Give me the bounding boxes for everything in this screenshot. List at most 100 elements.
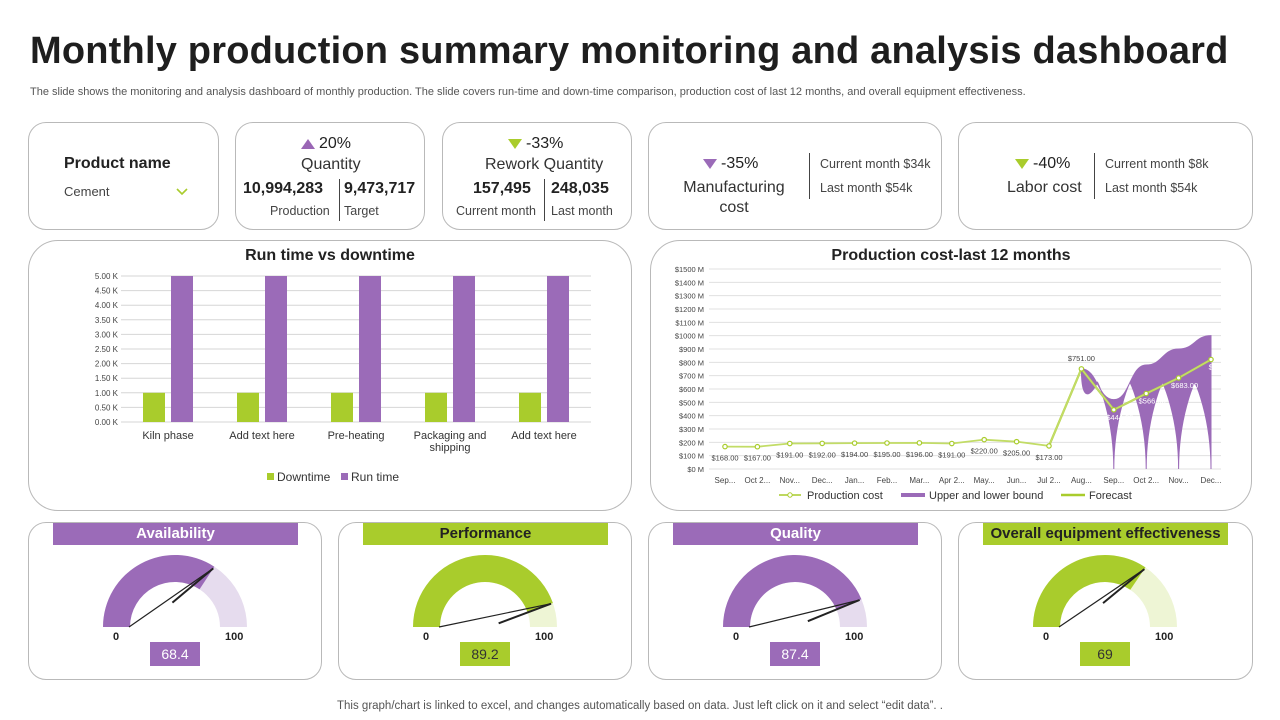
gauge-needle bbox=[807, 599, 860, 623]
gauge-needle bbox=[438, 603, 552, 628]
data-label: $167.00 bbox=[744, 454, 771, 463]
labor-label: Labor cost bbox=[1007, 179, 1082, 196]
x-tick-label: Add text here bbox=[511, 430, 576, 442]
runtime-bar bbox=[547, 276, 569, 422]
y-tick-label: 2.00 K bbox=[95, 360, 119, 369]
x-tick-label: Jan... bbox=[845, 476, 865, 485]
rework-label: Rework Quantity bbox=[485, 156, 604, 173]
gauge-value: 68.4 bbox=[150, 642, 200, 666]
gauge-title: Quality bbox=[673, 523, 918, 545]
manufacturing-last: Last month $54k bbox=[820, 181, 913, 195]
manufacturing-card: -35% Manufacturing cost Current month $3… bbox=[648, 122, 942, 230]
production-cost-point bbox=[1078, 366, 1085, 372]
x-tick-label: Pre-heating bbox=[328, 430, 385, 442]
downtime-bar bbox=[331, 392, 353, 422]
y-tick-label: 0.00 K bbox=[95, 418, 119, 427]
data-label: $195.00 bbox=[873, 450, 900, 459]
gauge-value: 69 bbox=[1080, 642, 1130, 666]
availability-gauge bbox=[103, 555, 247, 628]
gauge-needle bbox=[171, 567, 214, 604]
data-label: $821 bbox=[1209, 363, 1226, 372]
runtime-bar bbox=[453, 276, 475, 422]
gauge-title: Availability bbox=[53, 523, 298, 545]
y-tick-label: $1300 M bbox=[675, 292, 704, 301]
gauge-value: 87.4 bbox=[770, 642, 820, 666]
divider bbox=[1094, 153, 1095, 199]
x-tick-label: Nov... bbox=[780, 476, 800, 485]
runtime-bar bbox=[171, 276, 193, 422]
x-tick-label: Jun... bbox=[1007, 476, 1027, 485]
production-label: Production bbox=[270, 204, 330, 218]
cost-line-chart[interactable]: $0 M $100 M $200 M $300 M $400 M $500 M $600 M… bbox=[651, 241, 1251, 508]
runtime-bar bbox=[265, 276, 287, 422]
gauge-min: 0 bbox=[1043, 631, 1050, 643]
legend-label: Production cost bbox=[807, 490, 883, 502]
gauge-needle bbox=[1058, 568, 1145, 628]
x-tick-label: Dec... bbox=[1201, 476, 1222, 485]
data-label: $566.00 bbox=[1139, 397, 1166, 406]
x-tick-label: Packaging and bbox=[414, 430, 487, 442]
y-tick-label: 1.50 K bbox=[95, 374, 119, 383]
chevron-down-icon bbox=[176, 188, 188, 196]
y-tick-label: $0 M bbox=[687, 465, 704, 474]
y-tick-label: 4.50 K bbox=[95, 287, 119, 296]
page-title: Monthly production summary monitoring an… bbox=[30, 30, 1229, 72]
runtime-chart-card: Run time vs downtime 0.00 K 0.50 K 1.00 K 1… bbox=[28, 240, 632, 511]
runtime-chart-title: Run time vs downtime bbox=[245, 247, 415, 264]
data-label: $220.00 bbox=[971, 447, 998, 456]
quantity-card: 20% Quantity 10,994,283 9,473,717 Produc… bbox=[235, 122, 425, 230]
gauge-fill bbox=[723, 555, 862, 627]
bounds-area bbox=[1080, 335, 1212, 470]
arrow-down-icon bbox=[703, 159, 717, 169]
y-tick-label: $900 M bbox=[679, 345, 704, 354]
target-label: Target bbox=[344, 204, 379, 218]
y-tick-label: 4.00 K bbox=[95, 301, 119, 310]
runtime-bar-chart[interactable]: 0.00 K 0.50 K 1.00 K 1.50 K 2.00 K 2.50 K 3.00… bbox=[29, 241, 629, 508]
gauge-needle bbox=[498, 602, 552, 625]
gauge-fill bbox=[413, 555, 553, 627]
y-tick-label: 0.50 K bbox=[95, 403, 119, 412]
gauge-fill bbox=[1033, 555, 1146, 627]
production-cost-point bbox=[1175, 375, 1182, 381]
x-tick-label: Oct 2... bbox=[1133, 476, 1159, 485]
data-label: $196.00 bbox=[906, 450, 933, 459]
product-value: Cement bbox=[64, 184, 110, 199]
production-cost-point bbox=[981, 436, 988, 443]
cost-chart-title: Production cost-last 12 months bbox=[831, 247, 1071, 264]
gauge-title: Performance bbox=[363, 523, 608, 545]
x-tick-label: Oct 2... bbox=[745, 476, 771, 485]
y-tick-label: $800 M bbox=[679, 358, 704, 367]
manufacturing-change: -35% bbox=[703, 155, 758, 173]
y-tick-label: $1500 M bbox=[675, 265, 704, 274]
production-cost-point bbox=[851, 440, 858, 446]
legend-label: Run time bbox=[351, 470, 399, 484]
quantity-label: Quantity bbox=[301, 156, 361, 173]
downtime-bar bbox=[237, 392, 259, 422]
y-tick-label: 1.00 K bbox=[95, 389, 119, 398]
production-cost-line bbox=[724, 358, 1212, 448]
arrow-up-icon bbox=[301, 139, 315, 149]
gauge-max: 100 bbox=[225, 631, 244, 643]
x-tick-label: Jul 2... bbox=[1037, 476, 1061, 485]
x-tick-label: Aug... bbox=[1071, 476, 1092, 485]
rework-card: -33% Rework Quantity 157,495 248,035 Cur… bbox=[442, 122, 632, 230]
product-select[interactable]: Cement bbox=[64, 183, 189, 203]
gauge-max: 100 bbox=[535, 631, 554, 643]
labor-change: -40% bbox=[1015, 155, 1070, 173]
x-tick-label: Sep... bbox=[1103, 476, 1124, 485]
divider bbox=[339, 179, 340, 221]
y-tick-label: $1000 M bbox=[675, 332, 704, 341]
gauge-min: 0 bbox=[423, 631, 430, 643]
quality-gauge bbox=[723, 555, 867, 628]
labor-card: -40% Labor cost Current month $8k Last m… bbox=[958, 122, 1253, 230]
data-label: $192.00 bbox=[809, 450, 836, 459]
gauge-max: 100 bbox=[845, 631, 864, 643]
product-label: Product name bbox=[64, 155, 171, 172]
production-cost-point bbox=[1110, 407, 1117, 413]
gauge-card-availability: Availability 0 100 68.4 bbox=[28, 522, 322, 680]
x-tick-label: Mar... bbox=[909, 476, 929, 485]
production-cost-point bbox=[1143, 390, 1150, 397]
y-tick-label: $1200 M bbox=[675, 305, 704, 314]
x-tick-label: Apr 2... bbox=[939, 476, 965, 485]
product-card: Product name Cement bbox=[28, 122, 219, 230]
